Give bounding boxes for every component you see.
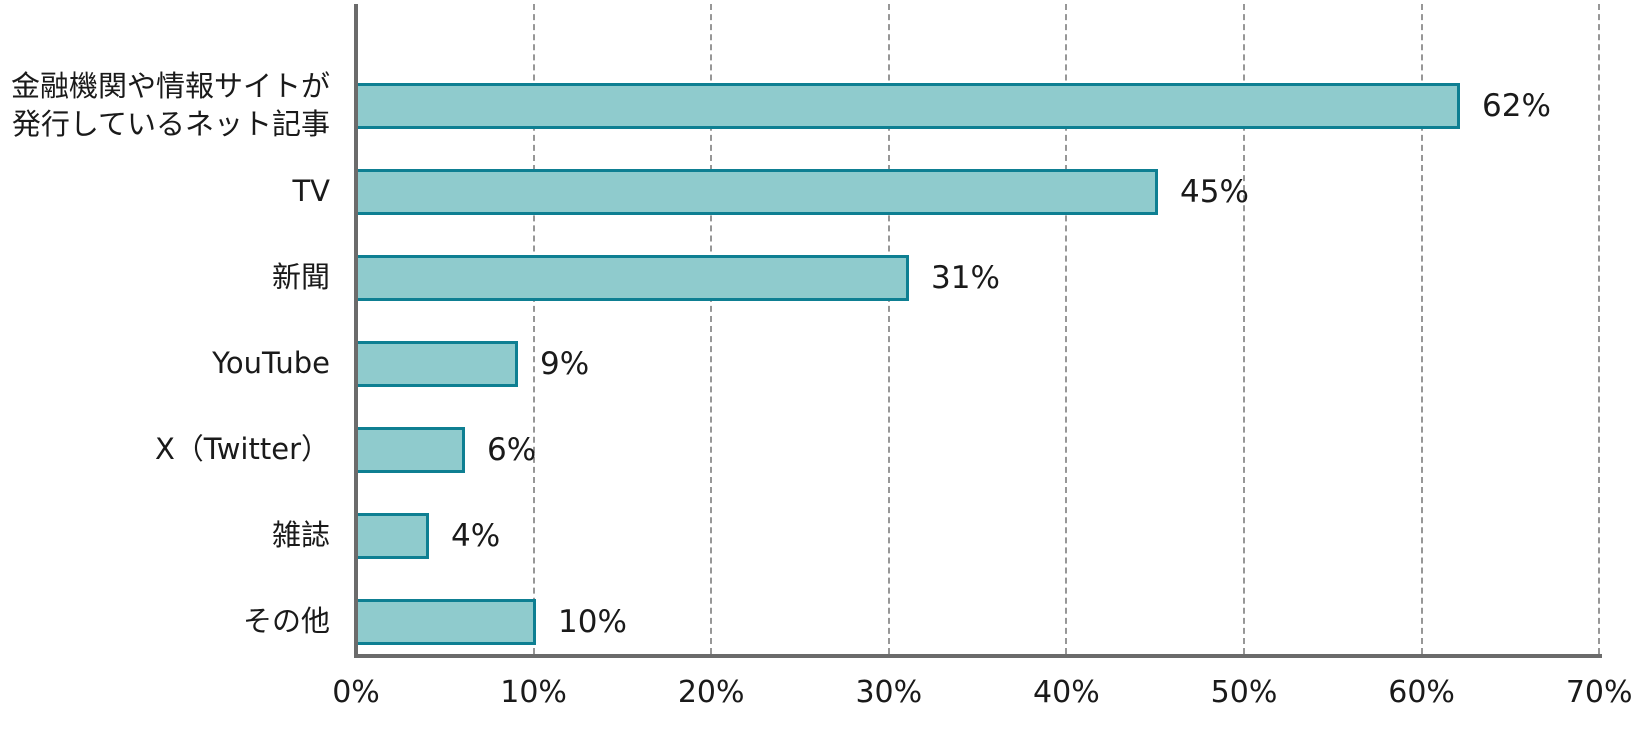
bar-layer: 62% 45% 31% 9% 6% 4% 10% [358,4,1602,654]
bar-5 [358,513,429,559]
x-tick-label: 60% [1388,675,1455,710]
x-tick-label: 50% [1210,675,1278,710]
x-axis: 0% 10% 20% 30% 40% 50% 60% 70% [0,670,1631,716]
bar-row: 31% [358,235,1602,321]
x-tick-label: 0% [332,675,380,710]
value-label: 9% [540,346,590,382]
category-label: 金融機関や情報サイトが 発行しているネット記事 [10,69,330,141]
gridline-50% [1243,4,1245,654]
gridline-30% [887,4,890,654]
value-label: 31% [931,260,1000,296]
category-label: TV [292,174,330,209]
bar-row: 9% [358,321,1602,407]
bar-4 [358,427,465,473]
category-label: X（Twitter） [154,432,330,467]
x-tick-label: 10% [500,675,567,710]
category-label: 雑誌 [271,518,330,553]
x-tick-label: 40% [1033,675,1100,710]
gridline-40% [1065,4,1068,654]
value-label: 10% [558,604,627,640]
x-tick-label: 20% [677,675,745,710]
bar-row: 45% [358,149,1602,235]
value-label: 6% [487,432,537,468]
value-label: 62% [1482,88,1551,124]
bar-1 [358,169,1158,215]
bar-row: 4% [358,493,1602,579]
gridline-20% [710,4,713,654]
gridline-60% [1420,4,1423,654]
category-label: YouTube [212,346,330,381]
grid-layer [358,4,1602,654]
bar-2 [358,255,909,301]
category-label: その他 [242,604,330,639]
gridline-70% [1598,4,1601,654]
bar-row: 6% [358,407,1602,493]
category-label: 新聞 [271,260,330,295]
x-tick-label: 70% [1565,675,1631,710]
value-label: 45% [1180,174,1249,210]
bar-row: 62% [358,63,1602,149]
bar-6 [358,599,536,645]
bar-row: 10% [358,579,1602,665]
x-tick-label: 30% [855,675,923,710]
plot-area: 62% 45% 31% 9% 6% 4% 10% [354,4,1602,658]
bar-3 [358,341,518,387]
value-label: 4% [451,518,501,554]
gridline-10% [532,4,535,654]
bar-0 [358,83,1460,129]
